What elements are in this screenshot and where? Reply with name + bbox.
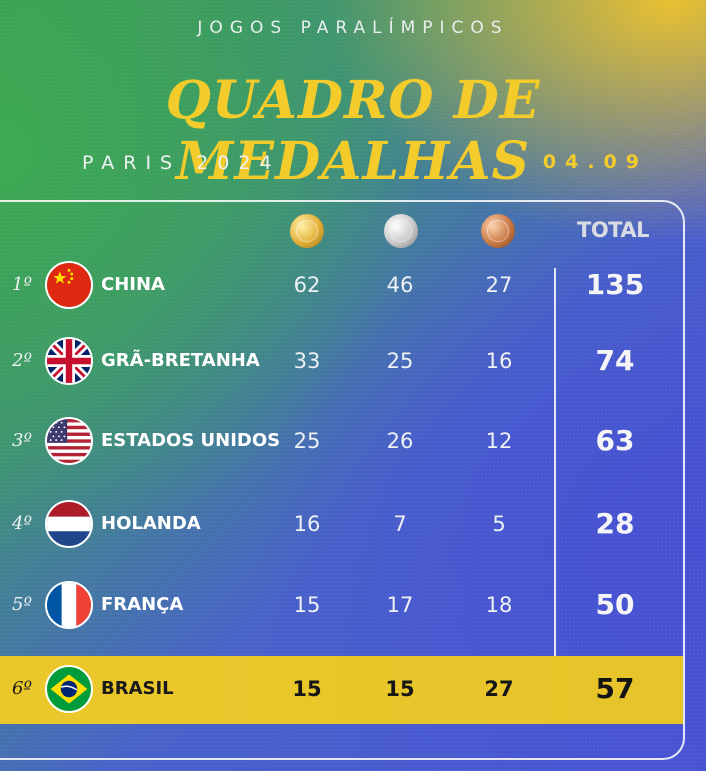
silver-count: 17 [386, 593, 414, 617]
netherlands-flag-icon [45, 500, 93, 548]
silver-count: 25 [386, 349, 414, 373]
gold-count: 25 [293, 429, 321, 453]
rank-label: 5º [12, 594, 32, 615]
table-row: 2º GRÃ-BRETANHA 33 25 16 74 [0, 332, 706, 392]
france-flag-icon [45, 581, 93, 629]
table-row: 3º ESTADOS UNIDOS 25 26 12 63 [0, 412, 706, 472]
bronze-count: 27 [484, 677, 514, 701]
total-column-header: TOTAL [577, 218, 650, 242]
table-frame [0, 200, 685, 760]
gold-medal-icon [290, 214, 324, 248]
date-label: 04.09 [542, 151, 648, 173]
table-row: 4º HOLANDA 16 7 5 28 [0, 495, 706, 555]
gold-count: 62 [293, 273, 321, 297]
bronze-count: 5 [492, 512, 506, 536]
table-row: 1º CHINA 62 46 27 135 [0, 256, 706, 316]
bronze-medal-icon [481, 214, 515, 248]
country-name: BRASIL [101, 678, 174, 699]
rank-label: 2º [12, 350, 32, 371]
rank-label: 4º [12, 513, 32, 534]
event-label: JOGOS PARALÍMPICOS [197, 18, 509, 38]
country-name: FRANÇA [101, 594, 184, 615]
silver-count: 46 [386, 273, 414, 297]
gold-count: 15 [292, 677, 322, 701]
bronze-count: 18 [485, 593, 513, 617]
total-column-divider [554, 268, 556, 663]
table-row-highlighted: 6º BRASIL 15 15 27 57 [0, 660, 706, 720]
bronze-count: 27 [485, 273, 513, 297]
uk-flag-icon [45, 337, 93, 385]
country-name: GRÃ-BRETANHA [101, 350, 260, 371]
rank-label: 6º [12, 678, 32, 699]
event-location-year: PARIS 2024 [82, 152, 281, 174]
total-count: 63 [595, 424, 635, 457]
silver-count: 26 [386, 429, 414, 453]
usa-flag-icon [45, 417, 93, 465]
rank-label: 3º [12, 430, 32, 451]
gold-count: 15 [293, 593, 321, 617]
gold-count: 16 [293, 512, 321, 536]
rank-label: 1º [12, 274, 32, 295]
gold-count: 33 [293, 349, 321, 373]
total-count: 135 [585, 268, 645, 301]
page-title: QUADRO DE MEDALHAS [165, 70, 541, 192]
highlight-band [0, 656, 683, 724]
country-name: ESTADOS UNIDOS [101, 430, 281, 451]
total-count: 28 [595, 507, 635, 540]
silver-medal-icon [384, 214, 418, 248]
bronze-count: 16 [485, 349, 513, 373]
country-name: CHINA [101, 274, 165, 295]
country-name: HOLANDA [101, 513, 201, 534]
china-flag-icon [45, 261, 93, 309]
brazil-flag-icon [45, 665, 93, 713]
total-count: 74 [595, 344, 635, 377]
bronze-count: 12 [485, 429, 513, 453]
total-count: 50 [595, 588, 635, 621]
silver-count: 15 [385, 677, 415, 701]
silver-count: 7 [393, 512, 407, 536]
table-row: 5º FRANÇA 15 17 18 50 [0, 576, 706, 636]
total-count: 57 [595, 672, 635, 705]
